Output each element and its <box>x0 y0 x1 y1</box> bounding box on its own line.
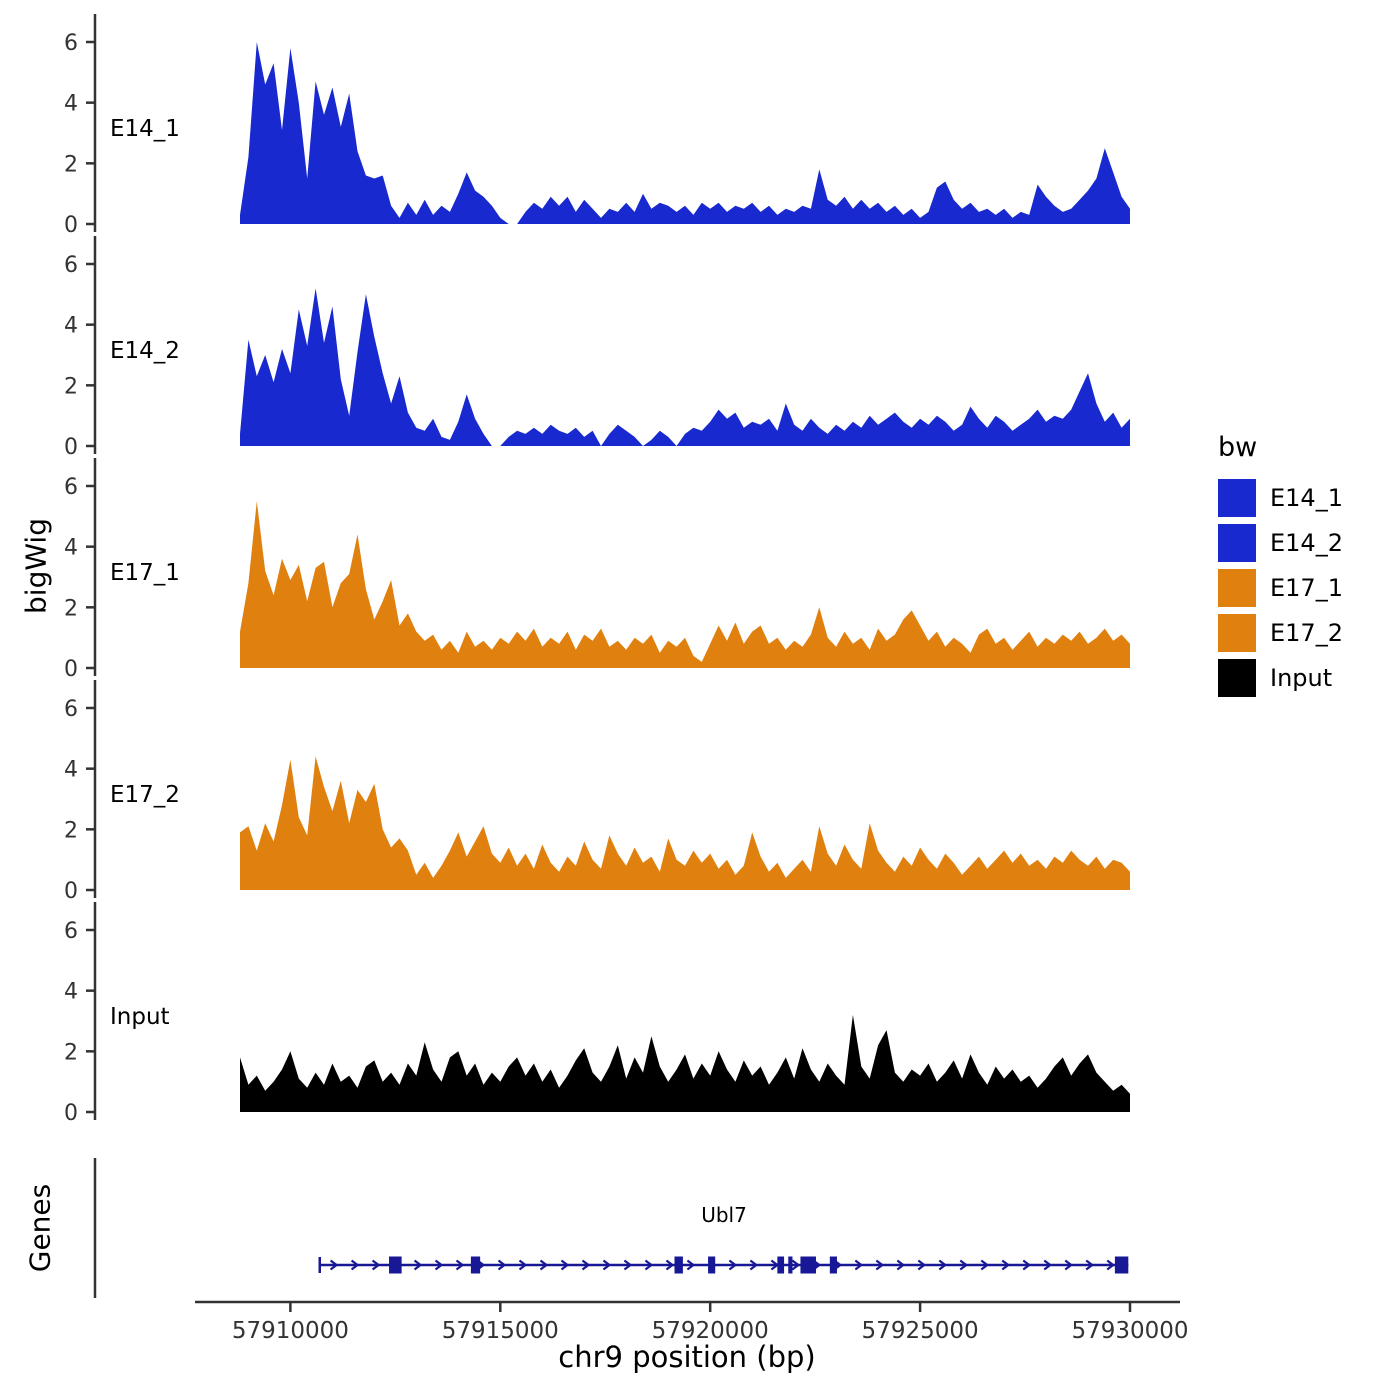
strand-arrow-icon <box>728 1259 738 1271</box>
strand-arrow-icon <box>602 1259 612 1271</box>
coverage-area-e17_2 <box>240 756 1130 890</box>
legend-label-input: Input <box>1270 664 1333 692</box>
strand-arrow-icon <box>329 1259 339 1271</box>
legend-item-e14-1: E14_1 <box>1218 479 1343 517</box>
y-tick-label: 4 <box>64 314 78 339</box>
legend-item-e14-2: E14_2 <box>1218 524 1343 562</box>
strand-arrow-icon <box>371 1259 381 1271</box>
strand-arrow-icon <box>1043 1259 1053 1271</box>
strand-arrow-icon <box>434 1259 444 1271</box>
legend-swatch-e14-2-icon <box>1218 524 1256 562</box>
y-tick-label: 4 <box>64 980 78 1005</box>
y-tick-label: 0 <box>64 435 78 460</box>
gene-exon <box>788 1256 793 1274</box>
strand-arrow-icon <box>1085 1259 1095 1271</box>
strand-arrow-icon <box>686 1259 696 1271</box>
legend-item-e17-2: E17_2 <box>1218 614 1343 652</box>
gene-exon <box>1114 1256 1129 1274</box>
y-tick-label: 2 <box>64 596 78 621</box>
track-label-e14_2: E14_2 <box>110 338 180 364</box>
legend-swatch-e17-1-icon <box>1218 569 1256 607</box>
legend-item-e17-1: E17_1 <box>1218 569 1343 607</box>
track-label-input: Input <box>110 1004 170 1030</box>
x-tick-label: 57925000 <box>862 1318 979 1344</box>
gene-exon <box>829 1256 837 1274</box>
legend-swatch-input-icon <box>1218 659 1256 697</box>
y-tick-label: 6 <box>64 475 78 500</box>
legend-title: bw <box>1218 432 1258 463</box>
y-tick-label: 0 <box>64 879 78 904</box>
legend-swatch-e14-1-icon <box>1218 479 1256 517</box>
legend-label-e14-2: E14_2 <box>1270 529 1343 557</box>
y-axis-title: bigWig <box>19 518 53 614</box>
track-label-e17_2: E17_2 <box>110 782 180 808</box>
coverage-area-e14_2 <box>240 288 1130 446</box>
y-tick-label: 2 <box>64 374 78 399</box>
gene-exon <box>708 1256 716 1274</box>
strand-arrow-icon <box>980 1259 990 1271</box>
strand-arrow-icon <box>665 1259 675 1271</box>
legend: bw E14_1 E14_2 E17_1 E17_2 Input <box>1218 432 1343 704</box>
y-tick-label: 2 <box>64 818 78 843</box>
y-tick-label: 6 <box>64 31 78 56</box>
strand-arrow-icon <box>581 1259 591 1271</box>
track-label-e17_1: E17_1 <box>110 560 180 586</box>
strand-arrow-icon <box>959 1259 969 1271</box>
strand-arrow-icon <box>791 1259 801 1271</box>
strand-arrow-icon <box>518 1259 528 1271</box>
strand-arrow-icon <box>350 1259 360 1271</box>
strand-arrow-icon <box>539 1259 549 1271</box>
x-tick-label: 57910000 <box>232 1318 349 1344</box>
strand-arrow-icon <box>938 1259 948 1271</box>
y-tick-label: 0 <box>64 1101 78 1126</box>
strand-arrow-icon <box>644 1259 654 1271</box>
strand-arrow-icon <box>497 1259 507 1271</box>
strand-arrow-icon <box>455 1259 465 1271</box>
strand-arrow-icon <box>917 1259 927 1271</box>
coverage-area-e17_1 <box>240 501 1130 668</box>
x-tick-label: 57915000 <box>442 1318 559 1344</box>
y-tick-label: 0 <box>64 657 78 682</box>
strand-arrow-icon <box>875 1259 885 1271</box>
gene-exon <box>800 1256 816 1274</box>
gene-exon <box>674 1256 683 1274</box>
y-tick-label: 0 <box>64 213 78 238</box>
strand-arrow-icon <box>560 1259 570 1271</box>
gene-exon <box>389 1256 402 1274</box>
x-axis-title: chr9 position (bp) <box>558 1340 816 1374</box>
y-tick-label: 6 <box>64 697 78 722</box>
legend-swatch-e17-2-icon <box>1218 614 1256 652</box>
strand-arrow-icon <box>896 1259 906 1271</box>
strand-arrow-icon <box>749 1259 759 1271</box>
x-tick-label: 57920000 <box>652 1318 769 1344</box>
x-tick-label: 57930000 <box>1071 1318 1188 1344</box>
y-tick-label: 4 <box>64 758 78 783</box>
track-label-e14_1: E14_1 <box>110 116 180 142</box>
y-tick-label: 4 <box>64 92 78 117</box>
genes-panel-title: Genes <box>23 1183 57 1273</box>
gene-label: Ubl7 <box>701 1203 747 1227</box>
strand-arrow-icon <box>1022 1259 1032 1271</box>
legend-label-e17-2: E17_2 <box>1270 619 1343 647</box>
strand-arrow-icon <box>1106 1259 1116 1271</box>
strand-arrow-icon <box>413 1259 423 1271</box>
gene-exon <box>470 1256 481 1274</box>
legend-label-e14-1: E14_1 <box>1270 484 1343 512</box>
gene-exon <box>777 1256 785 1274</box>
legend-item-input: Input <box>1218 659 1343 697</box>
y-tick-label: 2 <box>64 1040 78 1065</box>
legend-label-e17-1: E17_1 <box>1270 574 1343 602</box>
strand-arrow-icon <box>623 1259 633 1271</box>
y-tick-label: 2 <box>64 152 78 177</box>
coverage-area-input <box>240 1014 1130 1112</box>
coverage-area-e14_1 <box>240 42 1130 224</box>
y-tick-label: 6 <box>64 919 78 944</box>
y-tick-label: 4 <box>64 536 78 561</box>
y-tick-label: 6 <box>64 253 78 278</box>
strand-arrow-icon <box>1064 1259 1074 1271</box>
strand-arrow-icon <box>854 1259 864 1271</box>
strand-arrow-icon <box>1001 1259 1011 1271</box>
